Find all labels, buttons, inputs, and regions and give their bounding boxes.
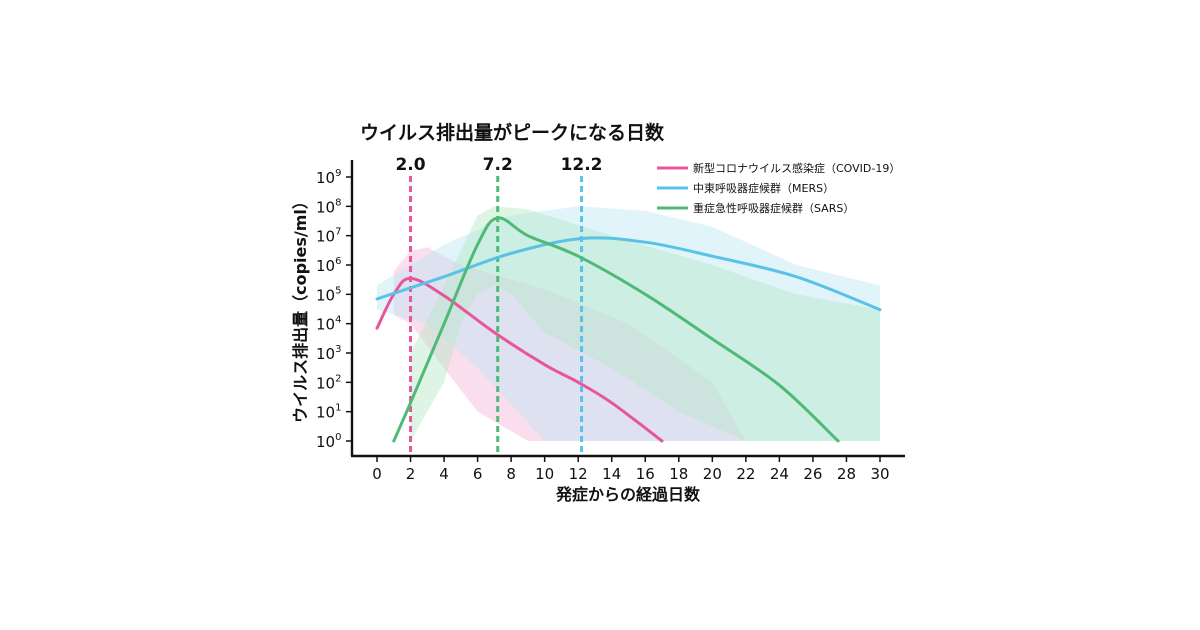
- y-tick-exponent-5: 5: [335, 285, 341, 296]
- y-tick-label-1: 101: [316, 403, 341, 422]
- peak-lines: [409, 176, 584, 456]
- peak-label-0: 2.0: [395, 155, 425, 175]
- x-tick-label-5: 10: [535, 465, 554, 483]
- y-tick-label-7: 107: [316, 227, 341, 246]
- peak-label-1: 7.2: [483, 155, 513, 175]
- x-axis-ticks: 0 2 4 6 8 10 12 14 16 18 20 22 24 26 28 30: [372, 456, 890, 483]
- y-tick-exponent-7: 7: [335, 227, 341, 238]
- x-tick-label-0: 0: [372, 465, 382, 483]
- x-tick-label-13: 26: [803, 465, 822, 483]
- series-line-2: [392, 216, 840, 443]
- confidence-band-0: [393, 247, 746, 441]
- confidence-band-2: [410, 206, 880, 441]
- legend: 新型コロナウイルス感染症（COVID-19） 中東呼吸器症候群（MERS） 重症急性…: [657, 161, 900, 215]
- x-tick-label-3: 6: [473, 465, 483, 483]
- y-tick-exponent-2: 2: [335, 373, 341, 384]
- y-tick-exponent-3: 3: [335, 344, 341, 355]
- x-tick-label-1: 2: [406, 465, 416, 483]
- y-tick-exponent-6: 6: [335, 256, 341, 267]
- x-tick-label-2: 4: [439, 465, 449, 483]
- x-tick-label-4: 8: [506, 465, 516, 483]
- x-tick-label-14: 28: [837, 465, 856, 483]
- y-tick-label-5: 105: [316, 285, 341, 304]
- y-tick-label-0: 100: [316, 432, 341, 451]
- y-tick-exponent-1: 1: [335, 403, 341, 414]
- x-tick-label-9: 18: [669, 465, 688, 483]
- x-tick-label-7: 14: [602, 465, 621, 483]
- peak-label-2: 12.2: [561, 155, 603, 175]
- peak-labels: 2.0 7.2 12.2: [395, 155, 602, 175]
- y-tick-exponent-8: 8: [335, 197, 341, 208]
- x-tick-label-10: 20: [703, 465, 722, 483]
- y-tick-label-4: 104: [316, 315, 341, 334]
- y-tick-exponent-4: 4: [335, 315, 341, 326]
- legend-label-1: 中東呼吸器症候群（MERS）: [693, 181, 834, 195]
- x-tick-label-8: 16: [636, 465, 655, 483]
- x-tick-label-12: 24: [770, 465, 789, 483]
- y-tick-label-2: 102: [316, 373, 341, 392]
- y-tick-label-8: 108: [316, 197, 341, 216]
- y-tick-label-9: 109: [316, 168, 341, 187]
- legend-label-2: 重症急性呼吸器症候群（SARS）: [693, 201, 854, 215]
- x-tick-label-15: 30: [870, 465, 889, 483]
- y-tick-exponent-9: 9: [335, 168, 341, 179]
- series-lines: [375, 216, 882, 443]
- x-tick-label-11: 22: [736, 465, 755, 483]
- x-tick-label-6: 12: [569, 465, 588, 483]
- y-tick-label-6: 106: [316, 256, 341, 275]
- chart-title: ウイルス排出量がピークになる日数: [360, 121, 665, 144]
- legend-label-0: 新型コロナウイルス感染症（COVID-19）: [693, 161, 900, 175]
- series-line-1: [375, 236, 882, 312]
- y-tick-exponent-0: 0: [335, 432, 341, 443]
- y-axis-title: ウイルス排出量（copies/ml）: [291, 193, 310, 423]
- series-line-0: [375, 276, 664, 443]
- x-axis-title: 発症からの経過日数: [555, 485, 701, 504]
- y-tick-label-3: 103: [316, 344, 341, 363]
